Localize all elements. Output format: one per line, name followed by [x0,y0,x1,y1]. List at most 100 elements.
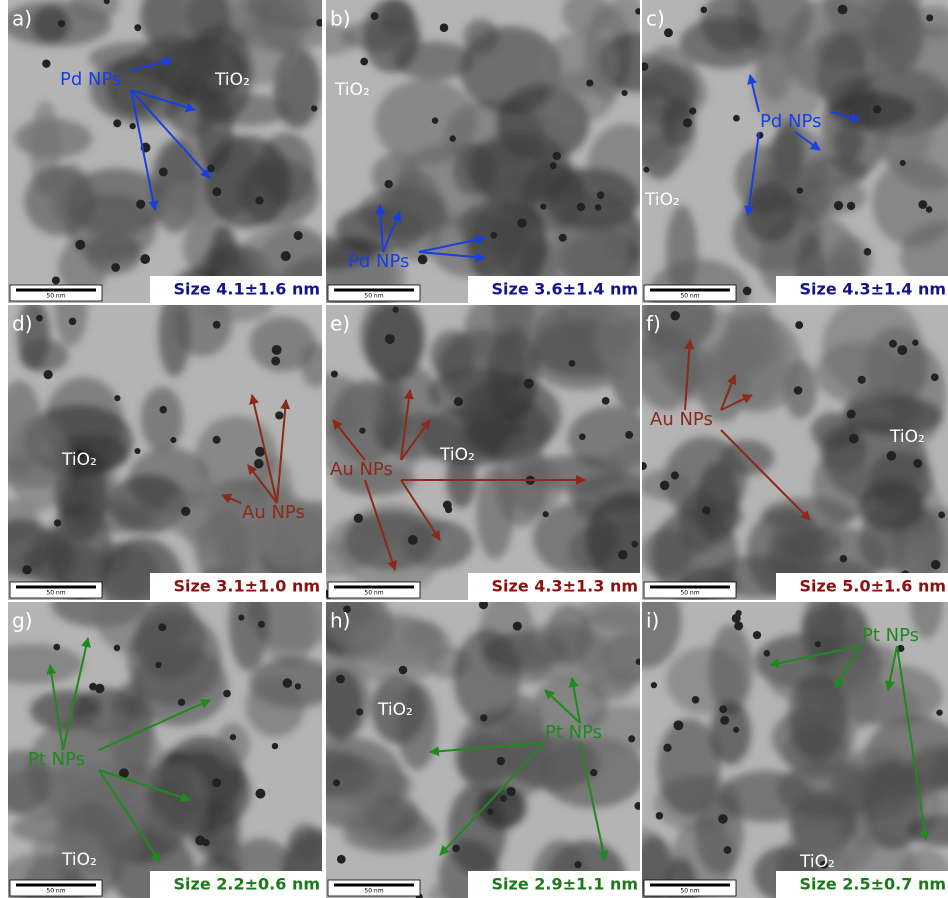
nanoparticle [720,715,730,725]
panel-label: d) [12,312,33,336]
tio2-grain [474,138,555,209]
nanoparticle [333,779,341,787]
tio2-grain [8,749,51,814]
tio2-grain [506,735,602,790]
nanoparticle [271,742,279,750]
particles [8,305,322,600]
nanoparticle [912,339,919,346]
arrow [896,645,930,841]
arrow [744,131,760,216]
arrow [98,769,191,802]
tio2-grain [326,668,363,739]
nanoparticle [625,430,634,439]
size-box [150,573,322,600]
panel-label: h) [330,609,350,633]
nanoparticle [275,411,284,420]
arrow [98,699,211,751]
support-label: TiO₂ [377,700,413,720]
nanoparticle [53,519,62,527]
tio2-grain [593,305,640,373]
tio2-grain [374,79,478,165]
tem-panel: c) TiO₂ Pd NPs Size 4.3±1.4 nm 50 nm [642,0,948,303]
size-label: Size 3.1±1.0 nm [174,577,320,596]
nanoparticle [552,151,561,161]
tio2-grain [801,602,846,667]
tio2-grain [910,602,944,639]
tio2-grain [833,121,864,161]
tem-panel: g) TiO₂ Pt NPs Size 2.2±0.6 nm 50 nm [8,602,322,898]
nanoparticle [280,251,291,262]
tio2-grain [203,135,292,229]
nanoparticle [223,689,231,698]
nanoparticle [408,534,418,545]
nanoparticle [490,231,498,239]
nanoparticle [702,506,711,515]
arrow [720,394,753,411]
panel-label: f) [646,312,661,336]
tio2-grain [601,631,640,684]
tio2-grain [331,765,413,807]
nanoparticle [635,658,640,665]
nanoparticle [212,320,221,329]
support-label: TiO₂ [799,852,835,872]
particles [326,305,640,594]
nanoparticle [158,167,168,177]
nanoparticle [159,405,167,414]
nanoparticle [590,769,598,777]
nanoparticle [523,378,534,389]
nanoparticle [229,734,237,741]
tio2-grain [397,683,438,770]
nanoparticle [659,480,670,491]
nanoparticle [181,506,191,517]
nanoparticle [512,621,522,631]
size-label: Size 3.6±1.4 nm [492,280,638,299]
nanoparticle [601,397,610,405]
nanoparticle [688,107,697,115]
particle-label: Pt NPs [545,722,602,743]
nanoparticle [682,118,693,128]
nanoparticle [723,846,732,854]
nanoparticle [576,202,586,212]
size-box [776,871,948,898]
support-label: TiO₂ [644,190,680,210]
nanoparticle [53,643,61,651]
nanoparticle [814,641,821,648]
nanoparticle [51,276,60,285]
nanoparticle [134,24,142,32]
nanoparticle [103,0,110,5]
nanoparticle [417,254,428,265]
nanoparticle [449,135,456,142]
nanoparticle [370,12,379,21]
panel-label: e) [330,312,350,336]
tio2-grain [715,314,803,413]
nanoparticle [356,708,364,716]
micrograph [326,602,640,898]
tio2-grain [8,518,53,575]
arrow [769,645,862,669]
tem-panel: h) TiO₂ Pt NPs Size 2.9±1.1 nm 50 nm [326,602,640,898]
nanoparticle [118,768,129,779]
tio2-grain [201,305,274,322]
arrow [221,493,242,504]
arrow [62,637,91,751]
arrow [375,204,386,253]
nanoparticle [238,614,245,621]
support-label: TiO₂ [334,80,370,100]
nanoparticle [642,462,647,471]
nanoparticle [336,674,345,684]
nanoparticle [212,435,221,444]
nanoparticle [452,844,460,853]
nanoparticle [254,458,264,469]
nanoparticle [36,314,43,322]
tio2-grain [186,23,254,124]
nanoparticle [558,233,567,242]
nanoparticle [271,344,282,355]
nanoparticle [837,4,848,15]
tio2-grain [776,762,884,818]
nanoparticle [170,436,177,444]
nanoparticle [496,756,506,766]
nanoparticle [353,513,364,523]
tio2-grain [642,602,682,669]
tio2-grain [58,239,108,296]
size-label: Size 4.1±1.6 nm [174,280,320,299]
